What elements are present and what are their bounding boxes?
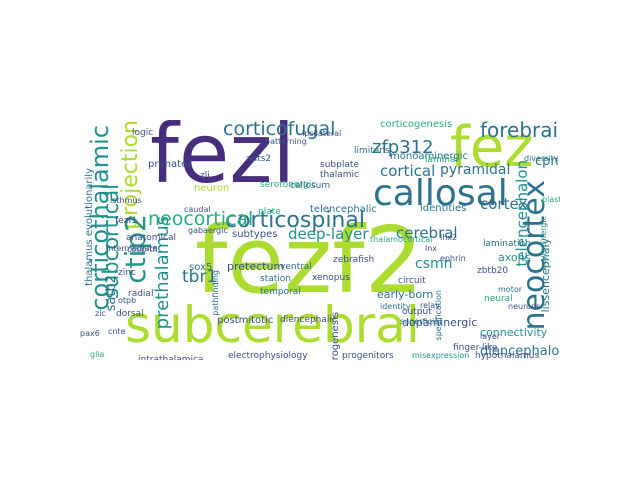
word-auts2: auts2 [246, 154, 272, 164]
word-laminar: laminar [425, 155, 460, 165]
word-fezf2: fezf2 [195, 207, 424, 314]
word-identities: identities [420, 203, 467, 214]
word-cloud: fezf2 fezl subcerebral fez callosal corticoth… [80, 120, 560, 360]
word-pathfinding: pathfinding [211, 270, 220, 316]
word-telencephalic: telencephalic [310, 204, 377, 215]
word-layer: layer [480, 332, 501, 341]
word-lamination: lamination [483, 239, 531, 249]
word-monoaminergic: monoaminergic [390, 151, 469, 162]
word-otpb: otpb [118, 296, 137, 305]
word-misexpression: misexpression [412, 351, 470, 360]
word-temporal: temporal [260, 287, 301, 297]
word-ipsilateral: ipsilateral [302, 129, 342, 138]
word-rostral: rostral [536, 358, 560, 360]
word-oxytocinergic: oxytocinergic [539, 216, 548, 270]
word-zbtb20: zbtb20 [477, 266, 509, 276]
word-tbr1: tbr1 [182, 267, 218, 287]
word-pretectum: pretectum [227, 260, 285, 273]
word-zli: zli [200, 171, 210, 181]
word-lhx2: lhx2 [440, 233, 458, 242]
word-superficial: superficial [400, 317, 442, 326]
word-coup-tfi: coup-tfi [127, 245, 158, 254]
word-fez: fez [450, 120, 534, 180]
word-anatomical: anatomical [126, 233, 177, 243]
word-deep-layer: deep-layer [288, 225, 369, 243]
word-corticofugal: corticofugal [223, 120, 336, 140]
word-thalamic: thalamic [320, 170, 359, 180]
word-patterning: patterning [265, 137, 307, 146]
word-station: station [260, 274, 291, 284]
word-glia: glia [90, 350, 105, 359]
word-subcerebral: subcerebral [125, 296, 420, 354]
word-cnte: cnte [108, 327, 126, 336]
word-neuron: neuron [194, 183, 230, 194]
word-pyramidal: pyramidal [440, 162, 511, 178]
word-specification: specification [434, 290, 443, 341]
word-cortex: cortex [480, 195, 528, 213]
word-zebrafish: zebrafish [333, 255, 375, 265]
word-motor: motor [498, 285, 523, 294]
word-cpn: cpn [535, 154, 559, 169]
word-corticospinal: corticospinal [225, 208, 365, 233]
word-caudal: caudal [184, 205, 211, 214]
word-sox5: sox5 [189, 262, 213, 273]
word-dorsal: dorsal [116, 309, 144, 319]
word-early-born: early-born [377, 288, 434, 301]
word-satb2: satb2 [104, 275, 119, 312]
word-identity: identity [380, 302, 411, 311]
word-pax6: pax6 [80, 329, 100, 338]
word-xenopus: xenopus [312, 273, 350, 283]
word-neurons: neurons [508, 302, 541, 311]
word-cerebral: cerebral [396, 224, 458, 242]
word-dopaminergic: dopaminergic [402, 316, 478, 329]
word-csmn: csmn [415, 256, 453, 272]
word-serotonergic: serotonergic [260, 180, 317, 190]
word-connectivity: connectivity [480, 326, 548, 339]
word-intermediate: intermediate [106, 244, 158, 253]
word-neural: neural [484, 294, 513, 304]
word-diencephalon: diencephalon [480, 344, 560, 359]
word-fezf1: fezf1 [115, 216, 138, 226]
word-gabaergic: gabaergic [188, 226, 228, 235]
word-finger-like: finger-like [453, 343, 498, 353]
word-diversity: diversity [524, 154, 559, 163]
word-neocortical: neocortical [148, 208, 254, 230]
word-thalamocortical: thalamocortical [370, 235, 433, 244]
word-subtypes: subtypes [232, 229, 278, 240]
word-callosal: callosal [373, 173, 508, 214]
word-lnx: lnx [425, 244, 438, 253]
word-thalamus-evolutionarily: thalamus evolutionarily [84, 168, 95, 286]
word-zic: zic [95, 309, 106, 318]
word-plasticity: plasticity [542, 195, 560, 204]
word-fezl: fezl [150, 120, 296, 202]
word-cortical: cortical [380, 162, 436, 180]
word-zinc: zinc [118, 268, 136, 278]
word-subplate: subplate [320, 160, 359, 170]
word-output: output [402, 307, 432, 317]
word-plate: plate [258, 207, 281, 217]
word-ephrin: ephrin [440, 254, 466, 263]
word-callosum: callosum [290, 181, 331, 191]
word-electrophysiology: electrophysiology [228, 351, 308, 361]
word-logic: logic [132, 128, 154, 138]
word-circuit: circuit [398, 276, 426, 286]
word-corticogenesis: corticogenesis [380, 120, 453, 130]
word-radial: radial [128, 289, 154, 299]
word-diencephalic: diencephalic [280, 315, 337, 325]
word-isthmus: isthmus [110, 196, 142, 205]
word-ventral: ventral [280, 262, 312, 272]
word-hypothalamus: hypothalamus [475, 351, 540, 361]
word-progenitors: progenitors [342, 351, 394, 361]
word-intrathalamica: intrathalamica [138, 355, 204, 361]
word-relay: relay [420, 301, 440, 310]
word-zfp312: zfp312 [372, 137, 434, 158]
word-axons: axons [498, 251, 531, 264]
word-limitans: limitans [354, 146, 390, 156]
word-forebrain: forebrain [480, 120, 560, 142]
word-primates: primates [148, 159, 193, 170]
word-postmitotic: postmitotic [217, 315, 274, 326]
